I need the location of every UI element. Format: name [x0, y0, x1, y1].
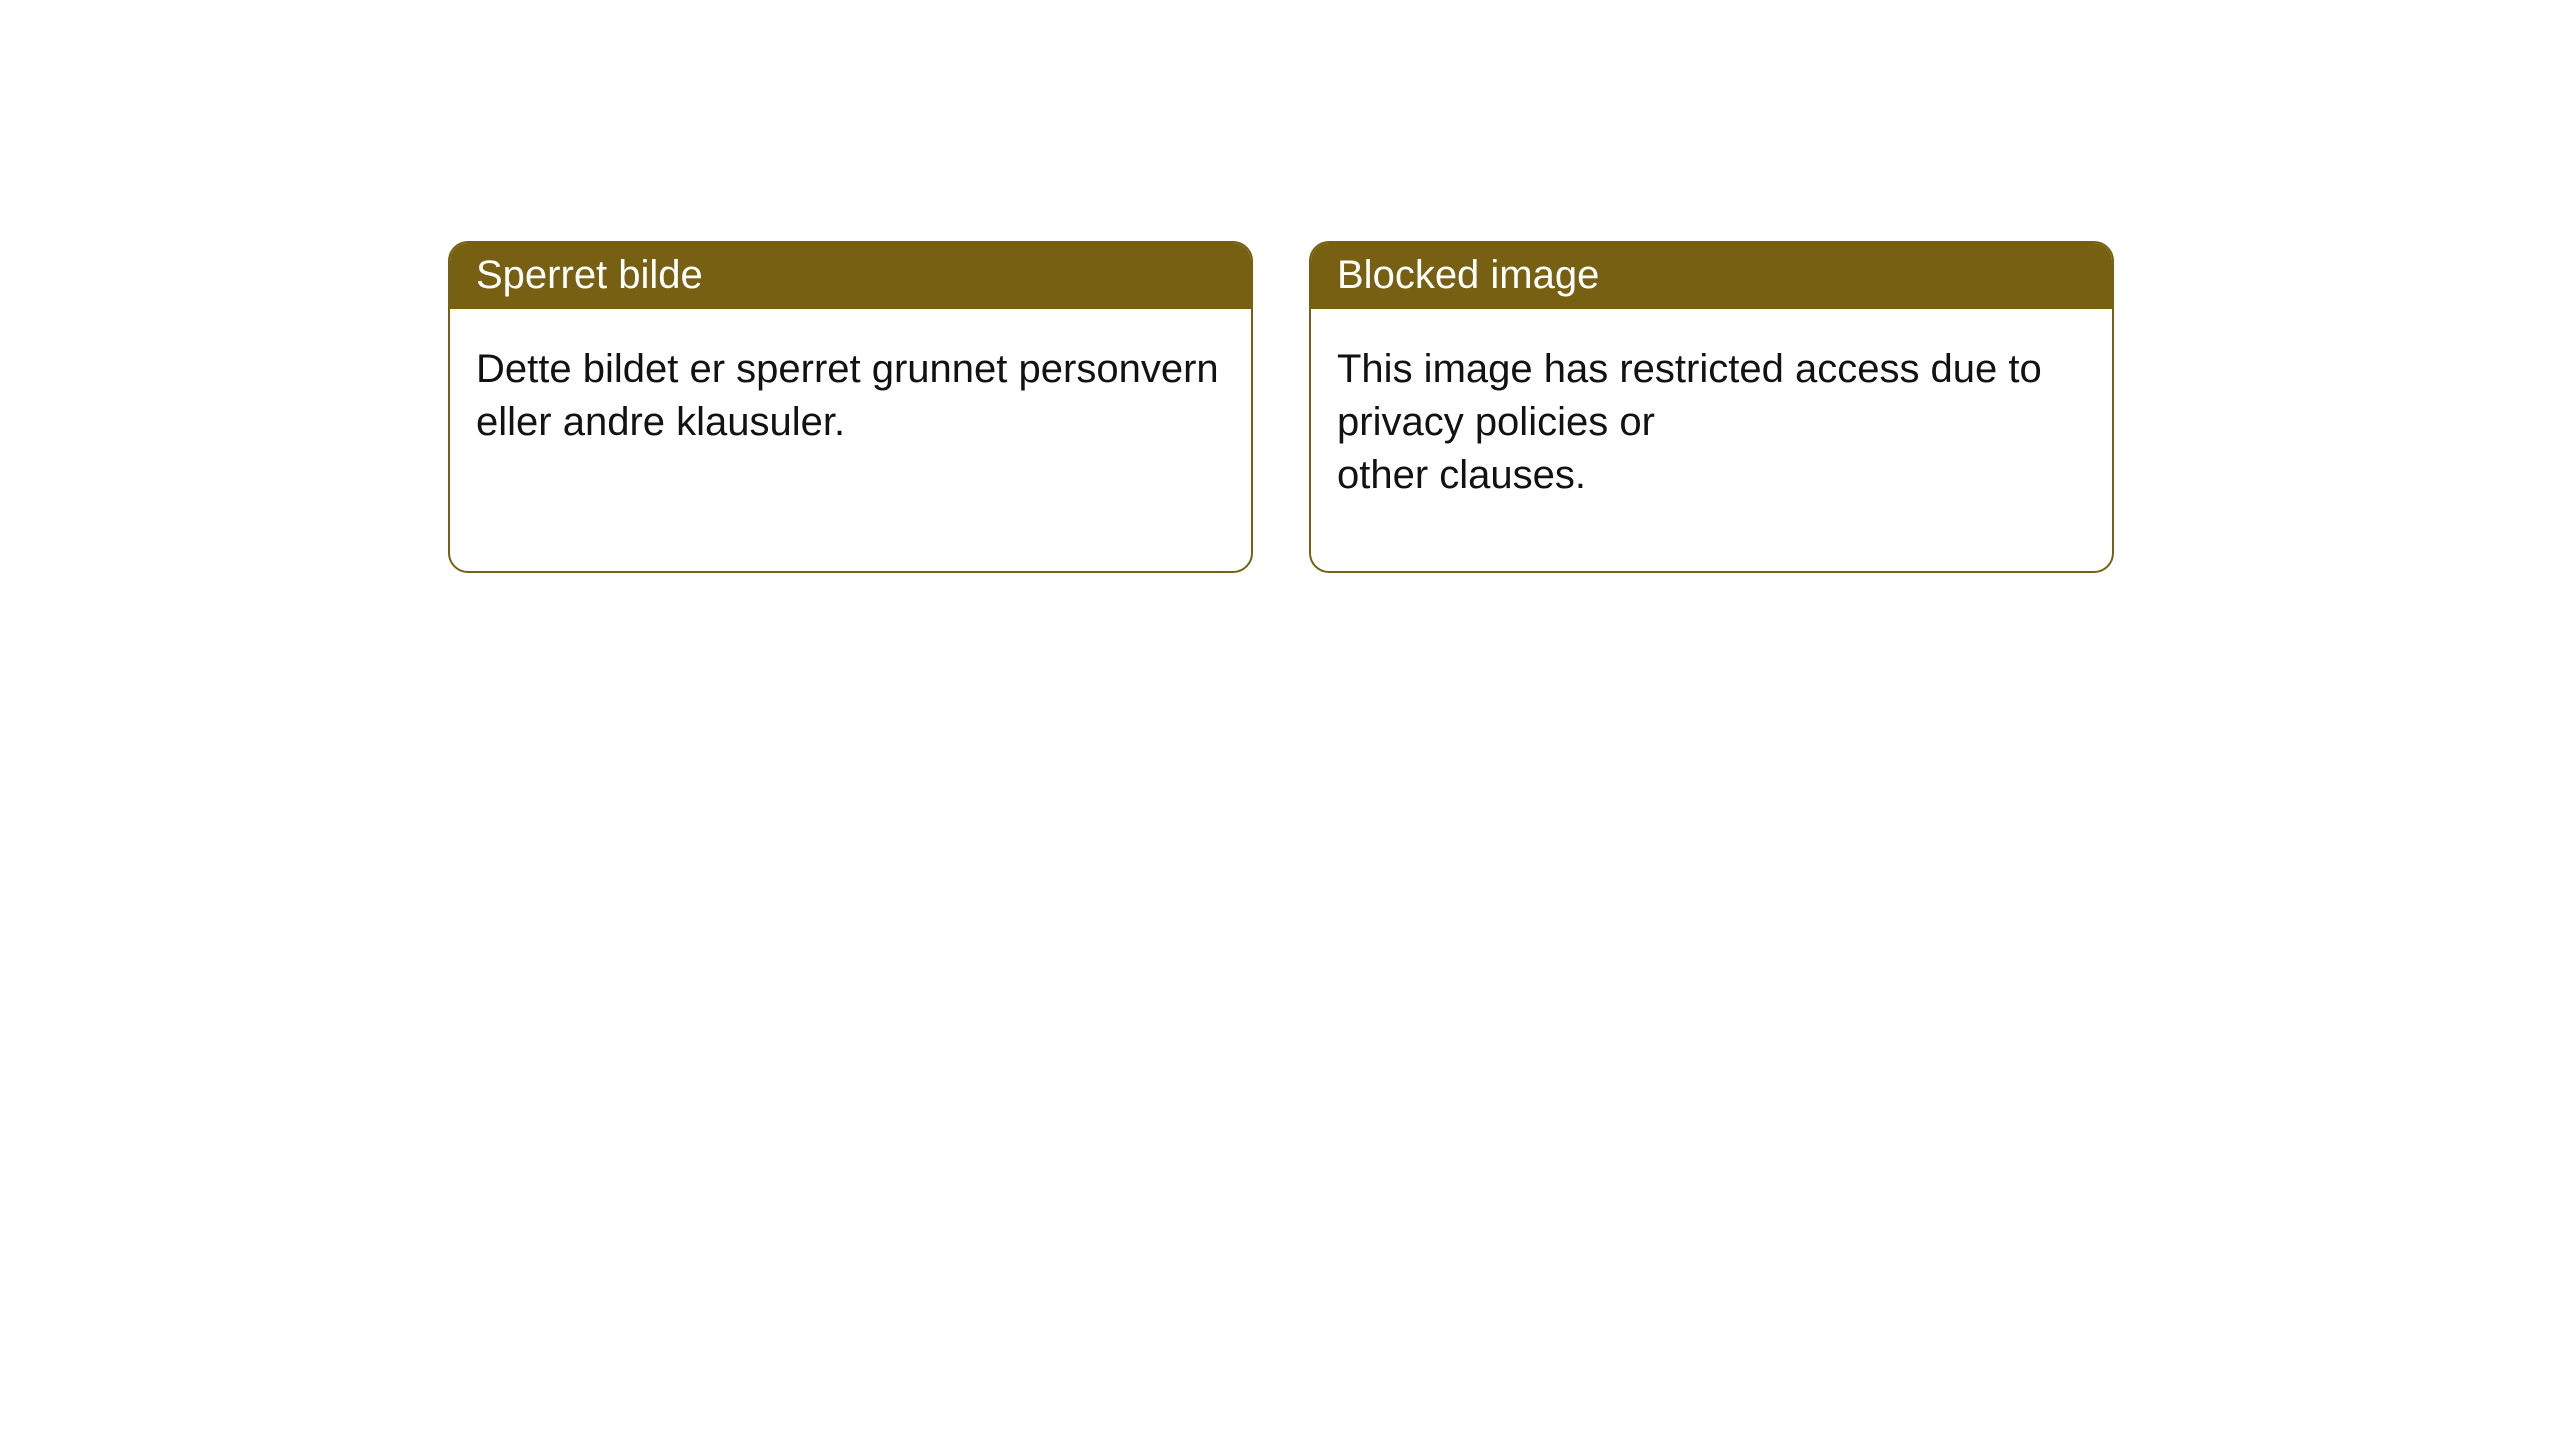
card-body-en: This image has restricted access due to … — [1311, 309, 2112, 571]
card-header-en: Blocked image — [1311, 243, 2112, 309]
card-body-no: Dette bildet er sperret grunnet personve… — [450, 309, 1251, 519]
notice-cards-row: Sperret bilde Dette bildet er sperret gr… — [0, 0, 2560, 573]
blocked-image-card-en: Blocked image This image has restricted … — [1309, 241, 2114, 573]
blocked-image-card-no: Sperret bilde Dette bildet er sperret gr… — [448, 241, 1253, 573]
card-header-no: Sperret bilde — [450, 243, 1251, 309]
